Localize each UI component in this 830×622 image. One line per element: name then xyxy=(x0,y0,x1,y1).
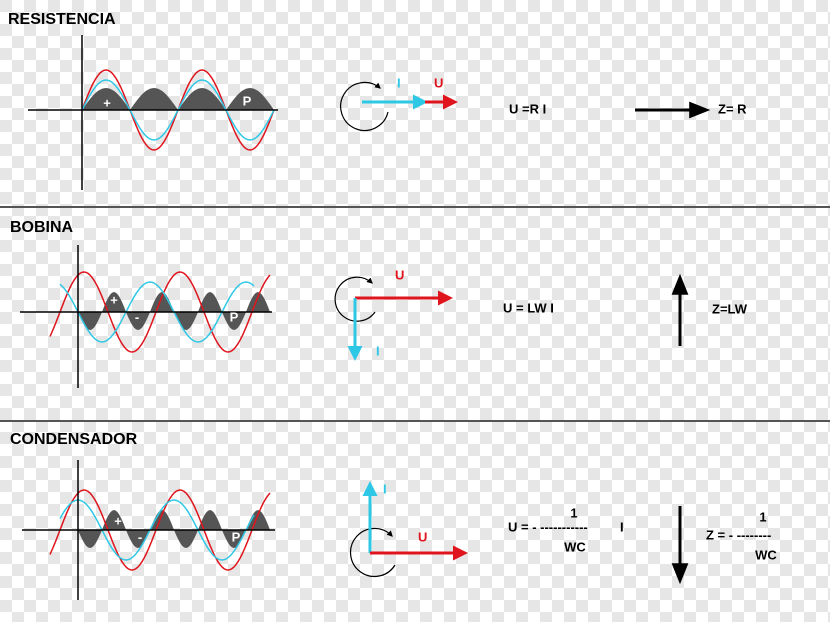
rotation xyxy=(334,276,376,322)
wave-label: - xyxy=(135,309,139,324)
power-lobe xyxy=(150,292,174,312)
power-lobe xyxy=(82,88,130,110)
voltage-wave xyxy=(49,489,271,571)
power-lobe xyxy=(130,88,178,110)
section-title: BOBINA xyxy=(10,219,74,236)
power-lobe xyxy=(198,510,222,530)
formula: U =R I xyxy=(509,101,546,116)
power-lobe xyxy=(198,292,222,312)
current-wave xyxy=(59,499,255,561)
impedance: Z = - -------- xyxy=(706,527,771,542)
numerator: 1 xyxy=(570,505,577,520)
power-lobe xyxy=(174,530,198,548)
formula: U = LW I xyxy=(503,300,554,315)
voltage-wave xyxy=(49,271,271,353)
power-lobe xyxy=(78,312,102,330)
power-lobe xyxy=(150,510,174,530)
impedance: Z=LW xyxy=(712,301,748,316)
voltage-label: U xyxy=(434,75,443,90)
power-lobe xyxy=(246,292,270,312)
voltage-label: U xyxy=(418,529,427,544)
power-lobe xyxy=(126,530,150,548)
power-lobe xyxy=(222,530,246,548)
power-lobe xyxy=(246,510,270,530)
wave-label: + xyxy=(110,292,118,307)
section-title: RESISTENCIA xyxy=(8,11,116,28)
denominator: WC xyxy=(564,539,586,554)
wave-label: P xyxy=(243,93,252,108)
rotation xyxy=(340,81,389,132)
current-label: I xyxy=(383,481,387,496)
waveforms xyxy=(49,69,275,571)
formula: U = - ----------- xyxy=(508,519,588,534)
wave-label: + xyxy=(114,513,122,528)
wave-label: P xyxy=(232,529,241,544)
power-lobe xyxy=(222,312,246,330)
power-lobe xyxy=(226,88,274,110)
current-label: I xyxy=(376,343,380,358)
current-label: I xyxy=(397,75,401,90)
formula: I xyxy=(620,519,624,534)
power-lobe xyxy=(126,312,150,330)
wave-label: - xyxy=(138,529,142,544)
power-lobe xyxy=(174,312,198,330)
wave-label: + xyxy=(103,95,111,110)
power-lobe xyxy=(102,510,126,530)
power-lobe xyxy=(102,292,126,312)
rotation xyxy=(349,527,396,578)
power-lobe xyxy=(178,88,226,110)
impedance: Z= R xyxy=(718,101,747,116)
power-lobe xyxy=(78,530,102,548)
numerator: 1 xyxy=(759,509,766,524)
wave-label: P xyxy=(230,309,239,324)
voltage-label: U xyxy=(395,267,404,282)
denominator: WC xyxy=(755,547,777,562)
section-title: CONDENSADOR xyxy=(10,431,138,448)
